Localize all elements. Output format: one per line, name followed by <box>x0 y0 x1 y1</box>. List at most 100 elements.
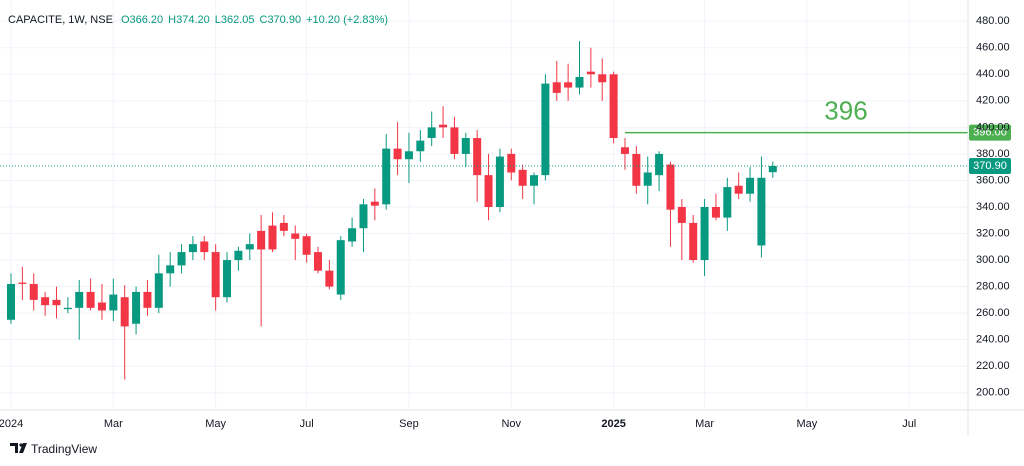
candle-body <box>336 240 345 295</box>
candle-body <box>655 153 664 176</box>
candle-body <box>370 201 379 206</box>
level-axis-label: 396.00 <box>973 127 1007 139</box>
x-tick-label: Nov <box>501 418 521 430</box>
candle-body <box>234 250 243 261</box>
candle-body <box>29 283 38 300</box>
ohlc-value: O366.20 <box>121 14 163 26</box>
y-tick-label: 300.00 <box>976 254 1010 266</box>
candle-body <box>757 177 766 246</box>
x-tick-label: Mar <box>695 418 714 430</box>
candle-body <box>41 297 50 306</box>
y-tick-label: 460.00 <box>976 42 1010 54</box>
candle-body <box>416 140 425 152</box>
candle-body <box>530 175 539 186</box>
y-tick-label: 260.00 <box>976 307 1010 319</box>
y-tick-label: 440.00 <box>976 68 1010 80</box>
last-price-tag <box>969 157 1011 174</box>
y-tick-label: 220.00 <box>976 360 1010 372</box>
y-tick-label: 420.00 <box>976 95 1010 107</box>
candle-body <box>132 291 141 324</box>
candle-body <box>325 270 334 287</box>
candle-body <box>63 307 72 310</box>
x-tick-label: May <box>205 418 226 430</box>
change: +10.20 (+2.83%) <box>306 14 388 26</box>
x-tick-label: 2025 <box>601 418 625 430</box>
candle-body <box>518 169 527 186</box>
chart-header: CAPACITE, 1W, NSE O366.20 H374.20 L362.05 C3… <box>8 14 388 26</box>
x-tick-label: Jul <box>300 418 314 430</box>
ohlc-value: L362.05 <box>215 14 255 26</box>
last-price-label: 370.90 <box>973 160 1007 172</box>
y-tick-label: 400.00 <box>976 121 1010 133</box>
candle-body <box>166 265 175 274</box>
candle-body <box>143 291 152 308</box>
candle-body <box>473 137 482 176</box>
candle-body <box>541 83 550 176</box>
candle-body <box>393 148 402 160</box>
candle-body <box>86 291 95 308</box>
candle-body <box>768 165 777 173</box>
y-tick-label: 200.00 <box>976 387 1010 399</box>
candle-body <box>211 252 220 298</box>
candle-body <box>586 71 595 75</box>
candle-body <box>620 147 629 154</box>
candle-body <box>643 172 652 186</box>
candle-body <box>154 273 163 308</box>
x-tick-label: Mar <box>104 418 123 430</box>
y-tick-label: 380.00 <box>976 148 1010 160</box>
level-axis-tag <box>969 124 1011 141</box>
y-tick-label: 320.00 <box>976 227 1010 239</box>
candle-body <box>18 282 27 284</box>
x-tick-label: 2024 <box>0 418 23 430</box>
candle-body <box>52 299 61 306</box>
candle-body <box>484 175 493 207</box>
candle-body <box>461 137 470 154</box>
footer-brand: TradingView <box>31 442 97 456</box>
candle-body <box>598 74 607 83</box>
symbol: CAPACITE, 1W, NSE <box>8 14 113 26</box>
candle-body <box>382 148 391 205</box>
overlays: 396 396.00 370.90 <box>0 96 1011 174</box>
candle-body <box>268 225 277 250</box>
candle-body <box>302 236 311 255</box>
candle-body <box>7 283 15 320</box>
candle-body <box>575 76 584 88</box>
candle-body <box>450 127 459 154</box>
level-label: 396 <box>824 96 867 126</box>
y-tick-label: 240.00 <box>976 334 1010 346</box>
candle-body <box>723 187 732 218</box>
candle-body <box>313 252 322 271</box>
x-tick-label: Jul <box>902 418 916 430</box>
grid <box>0 0 968 410</box>
candles <box>7 41 777 380</box>
candle-body <box>700 206 709 261</box>
candle-body <box>97 302 106 311</box>
candle-body <box>109 294 118 311</box>
candle-body <box>348 228 357 242</box>
y-tick-label: 360.00 <box>976 174 1010 186</box>
candle-body <box>177 252 186 266</box>
candle-body <box>257 230 266 250</box>
x-tick-label: May <box>797 418 818 430</box>
candle-body <box>427 127 436 138</box>
candle-body <box>359 204 368 229</box>
candle-body <box>188 244 197 253</box>
candle-body <box>245 244 254 250</box>
candle-body <box>439 124 448 128</box>
ohlc-value: C370.90 <box>260 14 302 26</box>
candle-body <box>200 241 209 253</box>
footer-logo <box>10 443 27 453</box>
candle-body <box>75 291 84 308</box>
candle-body <box>632 153 641 186</box>
candle-body <box>564 82 573 88</box>
candle-body <box>404 151 413 160</box>
candle-body <box>666 164 675 210</box>
candle-body <box>711 206 720 218</box>
candle-body <box>120 297 129 327</box>
candle-body <box>746 177 755 194</box>
x-tick-label: Sep <box>399 418 419 430</box>
candle-body <box>291 233 300 239</box>
